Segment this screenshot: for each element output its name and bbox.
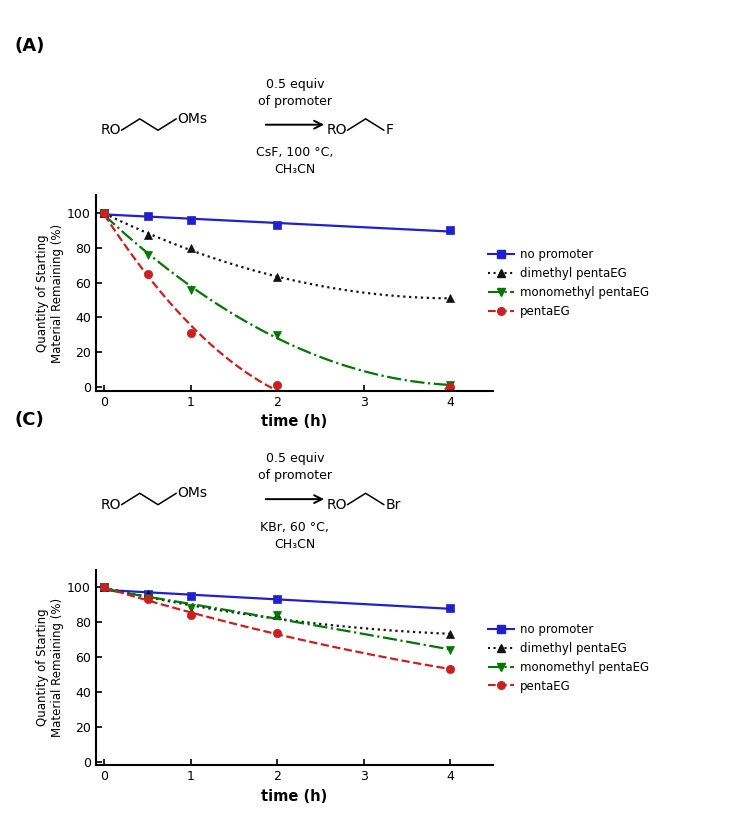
Y-axis label: Quantity of Starting
Material Remaining (%): Quantity of Starting Material Remaining … <box>36 224 64 362</box>
Text: 0.5 equiv
of promoter: 0.5 equiv of promoter <box>258 453 332 482</box>
Text: (A): (A) <box>15 37 45 55</box>
Text: 0.5 equiv
of promoter: 0.5 equiv of promoter <box>258 78 332 107</box>
Text: Br: Br <box>385 497 400 512</box>
Legend: no promoter, dimethyl pentaEG, monomethyl pentaEG, pentaEG: no promoter, dimethyl pentaEG, monomethy… <box>484 243 654 323</box>
Legend: no promoter, dimethyl pentaEG, monomethyl pentaEG, pentaEG: no promoter, dimethyl pentaEG, monomethy… <box>484 618 654 698</box>
Y-axis label: Quantity of Starting
Material Remaining (%): Quantity of Starting Material Remaining … <box>36 598 64 737</box>
Text: (C): (C) <box>15 411 44 429</box>
Text: OMs: OMs <box>177 486 208 501</box>
Text: RO: RO <box>327 123 347 138</box>
Text: CsF, 100 °C,
CH₃CN: CsF, 100 °C, CH₃CN <box>256 147 333 176</box>
Text: RO: RO <box>101 123 121 138</box>
Text: F: F <box>385 123 393 138</box>
X-axis label: time (h): time (h) <box>261 789 328 803</box>
Text: KBr, 60 °C,
CH₃CN: KBr, 60 °C, CH₃CN <box>261 521 329 550</box>
Text: RO: RO <box>101 497 121 512</box>
X-axis label: time (h): time (h) <box>261 414 328 429</box>
Text: RO: RO <box>327 497 347 512</box>
Text: OMs: OMs <box>177 112 208 126</box>
